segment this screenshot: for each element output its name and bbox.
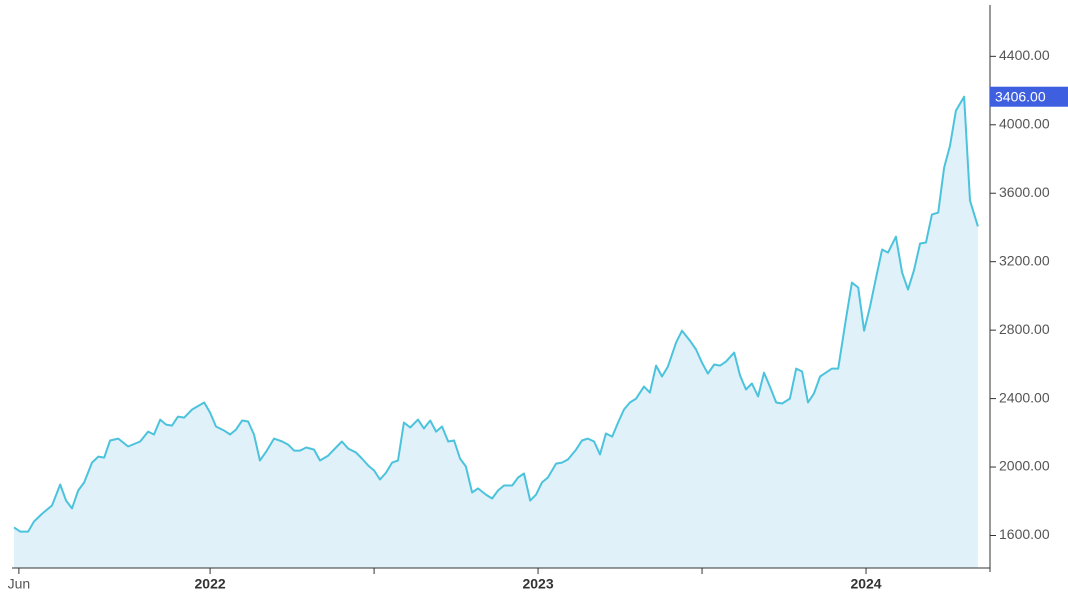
price-line	[13, 95, 979, 533]
y-tick-label: 2800.00	[999, 321, 1050, 337]
y-tick-label: 3600.00	[999, 184, 1050, 200]
x-tick-label: 2022	[195, 576, 226, 592]
x-tick-label: Jun	[8, 576, 31, 592]
x-tick-label: 2023	[522, 576, 553, 592]
y-tick-label: 1600.00	[999, 526, 1050, 542]
last-value-badge	[990, 86, 1068, 107]
y-tick-label: 3200.00	[999, 252, 1050, 268]
y-tick-label: 4400.00	[999, 47, 1050, 63]
y-tick-label: 2400.00	[999, 389, 1050, 405]
area-fill	[13, 96, 978, 568]
y-tick-label: 4000.00	[999, 115, 1050, 131]
last-value-label: 3406.00	[995, 88, 1046, 104]
x-tick-label: 2024	[850, 576, 881, 592]
y-tick-label: 2000.00	[999, 458, 1050, 474]
